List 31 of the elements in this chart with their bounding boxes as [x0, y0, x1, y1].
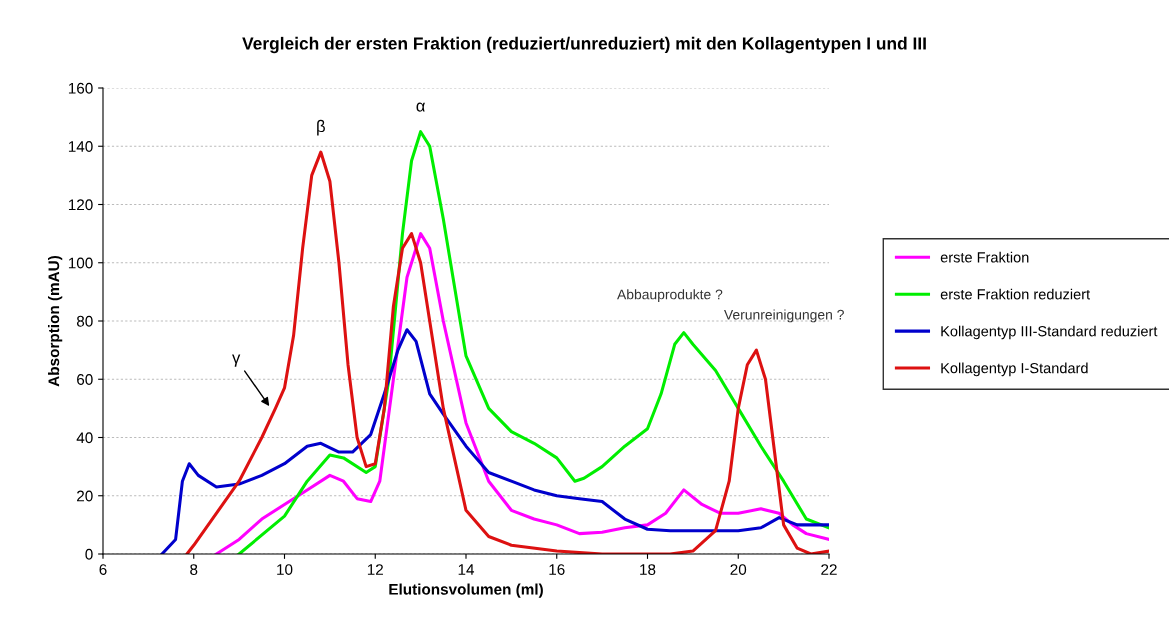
- legend-label: erste Fraktion: [940, 251, 1029, 263]
- y-tick-label: 120: [68, 199, 93, 211]
- y-tick-label: 20: [77, 490, 93, 502]
- x-tick-label: 16: [549, 564, 565, 575]
- annotation: β: [317, 119, 325, 136]
- x-tick-label: 18: [640, 564, 656, 575]
- y-tick-label: 100: [68, 257, 93, 269]
- y-tick-label: 60: [77, 374, 93, 385]
- y-tick-label: 0: [85, 548, 93, 560]
- y-tick-label: 140: [68, 141, 93, 152]
- annotation: γ: [232, 354, 241, 367]
- x-tick-label: 8: [190, 564, 198, 575]
- x-tick-label: 6: [99, 564, 107, 575]
- y-tick-label: 40: [76, 432, 93, 444]
- y-tick-label: 160: [68, 82, 93, 94]
- legend-label: Kollagentyp I-Standard: [941, 362, 1088, 377]
- x-tick-label: 22: [821, 564, 837, 575]
- chart-title: Vergleich der ersten Fraktion (reduziert/unreduziert) mit den Kollagentypen I und III: [242, 36, 926, 54]
- x-axis-title: Elutionsvolumen (ml): [389, 583, 543, 598]
- y-tick-label: 80: [76, 315, 93, 327]
- line-series: [160, 328, 829, 554]
- annotation: α: [416, 102, 425, 112]
- legend-label: erste Fraktion reduziert: [940, 288, 1090, 300]
- annotation: Abbauprodukte ?: [617, 289, 723, 303]
- annotation: Verunreinigungen ?: [724, 309, 844, 323]
- x-tick-label: 12: [367, 564, 383, 575]
- x-tick-label: 14: [458, 564, 475, 575]
- x-tick-label: 10: [277, 564, 293, 575]
- y-axis-title: Absorption (mAU): [47, 255, 63, 387]
- x-tick-label: 20: [730, 564, 747, 575]
- legend-label: Kollagentyp III-Standard reduziert: [941, 325, 1158, 340]
